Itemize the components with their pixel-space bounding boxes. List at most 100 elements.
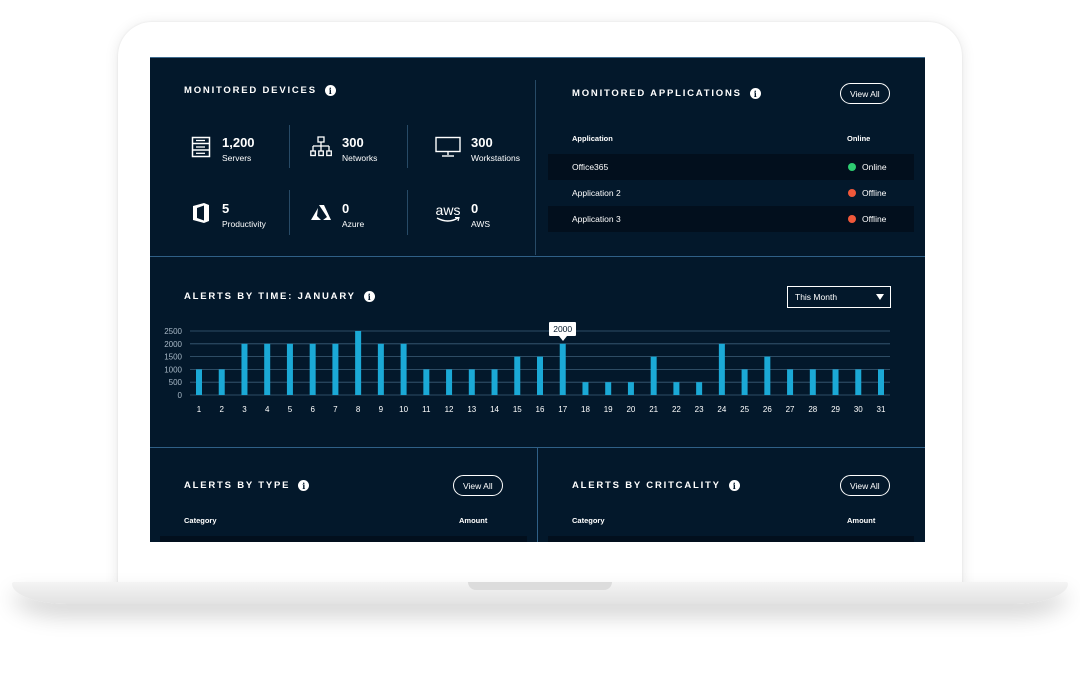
bar[interactable] bbox=[627, 382, 634, 395]
aws-logo-text: aws bbox=[435, 201, 461, 218]
devices-title-text: MONITORED DEVICES bbox=[184, 85, 317, 96]
bar[interactable] bbox=[514, 356, 521, 395]
bar[interactable] bbox=[241, 343, 248, 395]
bar[interactable] bbox=[878, 369, 884, 395]
app-status: Offline bbox=[848, 214, 886, 224]
bar[interactable] bbox=[218, 369, 225, 395]
bar[interactable] bbox=[718, 343, 725, 395]
device-value: 300 bbox=[471, 135, 493, 150]
app-status-text: Offline bbox=[862, 214, 887, 224]
device-aws[interactable]: aws 0 AWS bbox=[435, 201, 491, 229]
bar[interactable] bbox=[264, 343, 271, 395]
app-row[interactable]: Office365 Online bbox=[548, 154, 914, 180]
app-row[interactable]: Application 2 Offline bbox=[548, 180, 914, 206]
y-tick-label: 500 bbox=[169, 378, 183, 387]
bar[interactable] bbox=[309, 343, 316, 395]
x-tick-label: 13 bbox=[467, 405, 476, 414]
y-tick-label: 0 bbox=[178, 391, 183, 400]
device-azure[interactable]: 0 Azure bbox=[310, 201, 364, 229]
alerts-type-title-text: ALERTS BY TYPE bbox=[184, 480, 291, 491]
y-tick-label: 1500 bbox=[164, 353, 182, 362]
divider bbox=[289, 125, 290, 168]
bar[interactable] bbox=[832, 369, 839, 395]
device-label: Servers bbox=[222, 153, 252, 163]
aws-icon: aws bbox=[435, 201, 461, 225]
bar[interactable] bbox=[446, 369, 453, 395]
bar[interactable] bbox=[582, 382, 589, 395]
bar[interactable] bbox=[559, 343, 566, 395]
x-tick-label: 12 bbox=[445, 405, 454, 414]
alerts-type-view-all-button[interactable]: View All bbox=[453, 475, 503, 496]
devices-title: MONITORED DEVICES i bbox=[184, 85, 336, 96]
status-dot-icon bbox=[848, 215, 856, 223]
bar[interactable] bbox=[605, 382, 612, 395]
app-status: Offline bbox=[848, 188, 886, 198]
x-tick-label: 3 bbox=[242, 405, 247, 414]
bar[interactable] bbox=[196, 369, 202, 395]
column-header-category: Category bbox=[572, 516, 605, 525]
alerts-time-title-text: ALERTS BY TIME: JANUARY bbox=[184, 291, 356, 302]
alerts-type-title: ALERTS BY TYPE i bbox=[184, 480, 310, 491]
x-tick-label: 4 bbox=[265, 405, 270, 414]
bar[interactable] bbox=[764, 356, 771, 395]
x-tick-label: 9 bbox=[379, 405, 384, 414]
bar[interactable] bbox=[491, 369, 498, 395]
bar[interactable] bbox=[787, 369, 794, 395]
device-label: Networks bbox=[342, 153, 378, 163]
table-row[interactable] bbox=[548, 536, 914, 542]
table-row[interactable] bbox=[160, 536, 527, 542]
bar[interactable] bbox=[355, 331, 362, 395]
info-icon[interactable]: i bbox=[298, 480, 310, 491]
x-tick-label: 15 bbox=[513, 405, 522, 414]
app-name: Application 2 bbox=[572, 188, 621, 198]
bar[interactable] bbox=[537, 356, 543, 395]
x-tick-label: 5 bbox=[288, 405, 293, 414]
info-icon[interactable]: i bbox=[728, 480, 740, 491]
app-row[interactable]: Application 3 Offline bbox=[548, 206, 914, 232]
section-divider bbox=[150, 256, 925, 257]
bar[interactable] bbox=[468, 369, 475, 395]
x-tick-label: 30 bbox=[854, 405, 863, 414]
y-tick-label: 2500 bbox=[164, 327, 182, 336]
bar[interactable] bbox=[423, 369, 430, 395]
bar[interactable] bbox=[696, 382, 703, 395]
info-icon[interactable]: i bbox=[749, 88, 761, 99]
section-divider bbox=[535, 80, 536, 255]
x-tick-label: 10 bbox=[399, 405, 408, 414]
x-tick-label: 26 bbox=[763, 405, 772, 414]
y-tick-label: 2000 bbox=[164, 340, 182, 349]
bar[interactable] bbox=[650, 356, 657, 395]
applications-view-all-button[interactable]: View All bbox=[840, 83, 890, 104]
info-icon[interactable]: i bbox=[363, 291, 375, 302]
bar[interactable] bbox=[855, 369, 862, 395]
x-tick-label: 1 bbox=[197, 405, 202, 414]
applications-title-text: MONITORED APPLICATIONS bbox=[572, 88, 742, 99]
column-header-application: Application bbox=[572, 134, 613, 143]
info-icon[interactable]: i bbox=[324, 85, 336, 96]
device-networks[interactable]: 300 Networks bbox=[310, 135, 377, 163]
device-value: 0 bbox=[471, 201, 479, 216]
status-dot-icon bbox=[848, 189, 856, 197]
x-tick-label: 7 bbox=[333, 405, 338, 414]
bar[interactable] bbox=[741, 369, 748, 395]
bar[interactable] bbox=[673, 382, 680, 395]
alerts-criticality-view-all-button[interactable]: View All bbox=[840, 475, 890, 496]
status-dot-icon bbox=[848, 163, 856, 171]
time-range-select[interactable]: This Month bbox=[787, 286, 891, 308]
column-header-online: Online bbox=[847, 134, 871, 143]
device-servers[interactable]: 1,200 Servers bbox=[190, 135, 255, 163]
device-productivity[interactable]: 5 Productivity bbox=[190, 201, 266, 229]
dashboard-screen: MONITORED DEVICES i 1,200 Servers 300 Ne… bbox=[150, 57, 925, 542]
bar[interactable] bbox=[377, 343, 384, 395]
app-name: Office365 bbox=[572, 162, 609, 172]
bar[interactable] bbox=[286, 343, 293, 395]
section-divider bbox=[537, 448, 538, 542]
x-tick-label: 20 bbox=[626, 405, 635, 414]
bar[interactable] bbox=[400, 343, 407, 395]
bar[interactable] bbox=[332, 343, 339, 395]
bar[interactable] bbox=[809, 369, 816, 395]
x-tick-label: 23 bbox=[695, 405, 704, 414]
x-tick-label: 2 bbox=[220, 405, 225, 414]
time-range-value: This Month bbox=[795, 292, 838, 302]
device-workstations[interactable]: 300 Workstations bbox=[435, 135, 520, 163]
